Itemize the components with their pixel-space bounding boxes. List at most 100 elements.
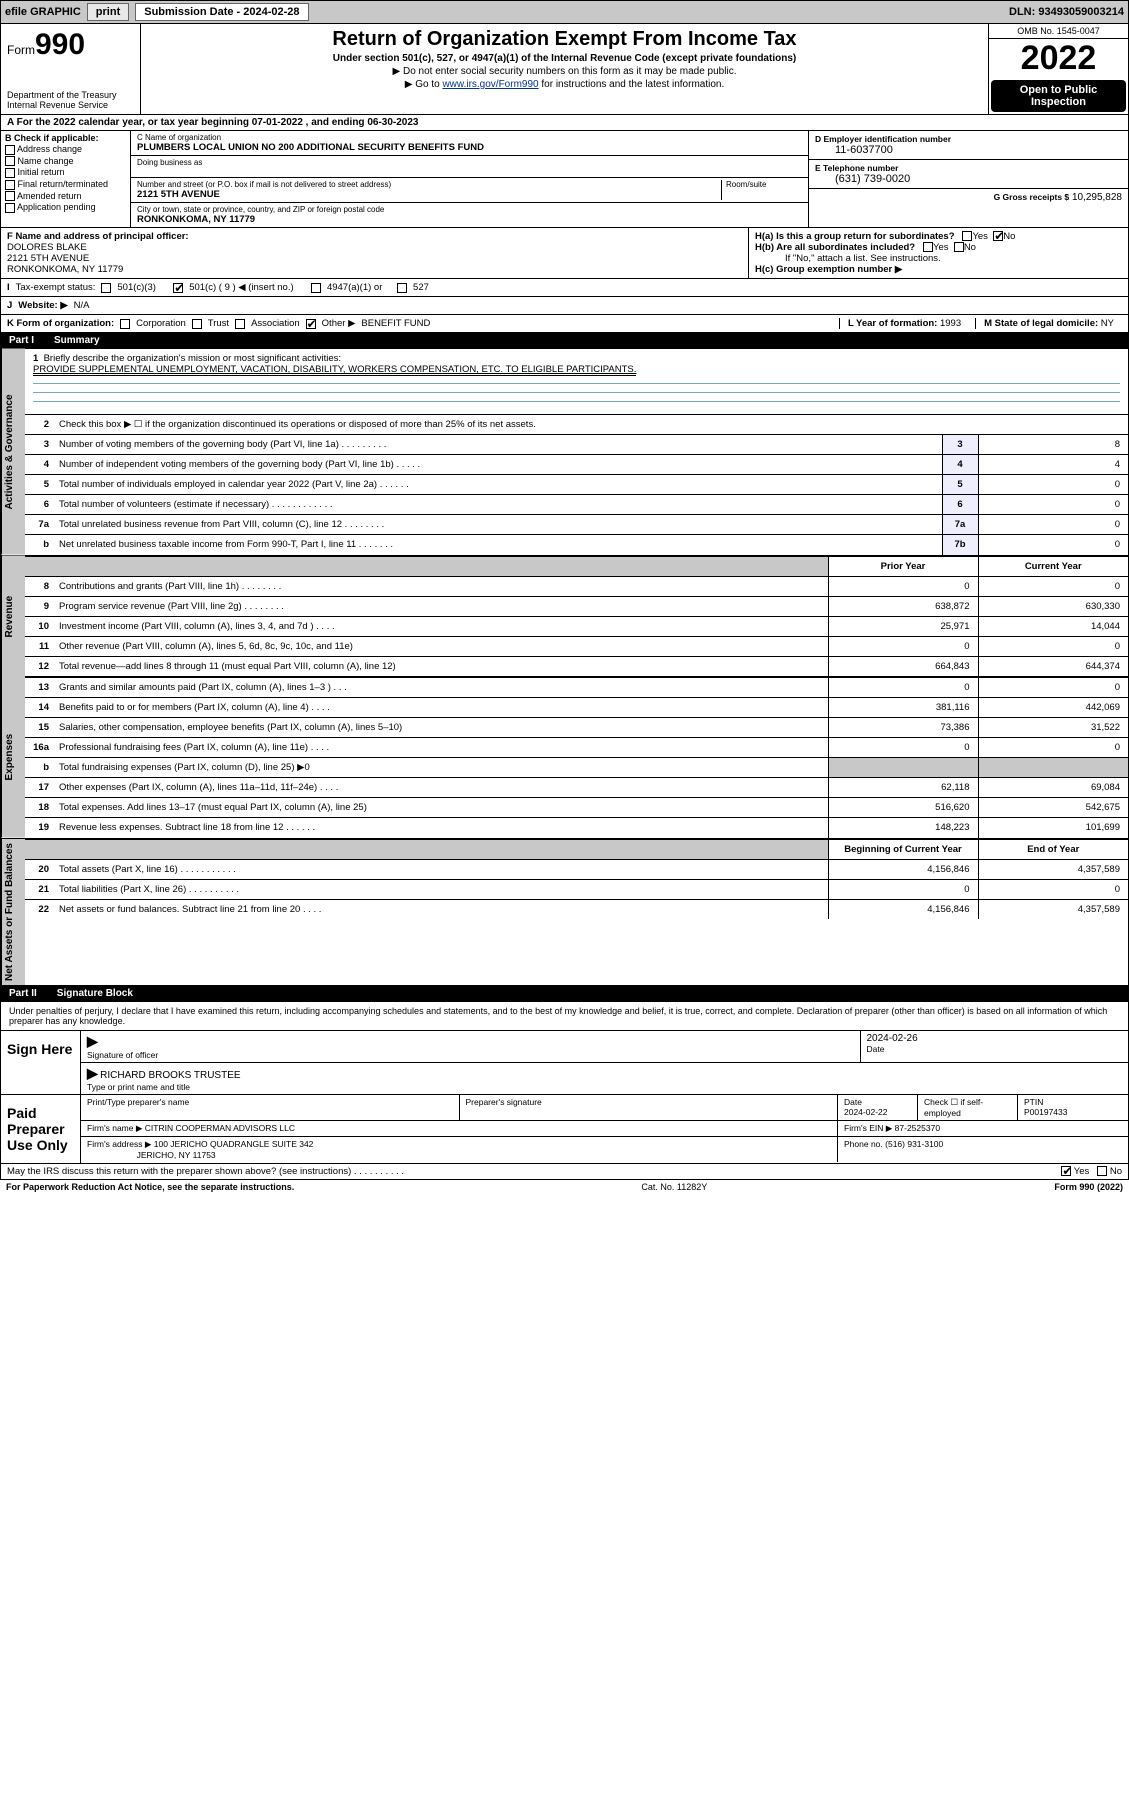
mission-block: 1 Briefly describe the organization's mi… xyxy=(25,349,1128,414)
cb-address-change[interactable]: Address change xyxy=(5,144,126,155)
row-j-website: J Website: ▶ N/A xyxy=(0,297,1129,315)
signature-declaration: Under penalties of perjury, I declare th… xyxy=(0,1002,1129,1031)
cb-final-return[interactable]: Final return/terminated xyxy=(5,179,126,190)
city-label: City or town, state or province, country… xyxy=(137,205,802,214)
irs-link[interactable]: www.irs.gov/Form990 xyxy=(442,79,538,90)
side-label-revenue: Revenue xyxy=(1,556,25,677)
cb-initial-return[interactable]: Initial return xyxy=(5,167,126,178)
table-row: 6Total number of volunteers (estimate if… xyxy=(25,495,1128,515)
cb-amended-return[interactable]: Amended return xyxy=(5,191,126,202)
table-row: 16aProfessional fundraising fees (Part I… xyxy=(25,738,1128,758)
row-fh: F Name and address of principal officer:… xyxy=(0,228,1129,279)
table-row: 12Total revenue—add lines 8 through 11 (… xyxy=(25,656,1128,676)
header-mid: Return of Organization Exempt From Incom… xyxy=(141,24,988,114)
firm-address-2: JERICHO, NY 11753 xyxy=(137,1150,216,1160)
table-row: bTotal fundraising expenses (Part IX, co… xyxy=(25,758,1128,778)
table-row: 5Total number of individuals employed in… xyxy=(25,475,1128,495)
table-row: 15Salaries, other compensation, employee… xyxy=(25,718,1128,738)
ha-no-checkbox[interactable] xyxy=(993,231,1003,241)
website-value: N/A xyxy=(74,300,90,311)
cb-4947[interactable] xyxy=(311,283,321,293)
side-label-net-assets: Net Assets or Fund Balances xyxy=(1,839,25,985)
table-row: 20Total assets (Part X, line 16) . . . .… xyxy=(25,859,1128,879)
discuss-no-checkbox[interactable] xyxy=(1097,1166,1107,1176)
section-activities-governance: Activities & Governance 1 Briefly descri… xyxy=(0,349,1129,556)
table-row: 22Net assets or fund balances. Subtract … xyxy=(25,899,1128,919)
tax-year: 2022 xyxy=(989,39,1128,78)
net-assets-table: Beginning of Current Year End of Year 20… xyxy=(25,839,1128,920)
table-row: 2Check this box ▶ ☐ if the organization … xyxy=(25,415,1128,435)
cb-other-org[interactable] xyxy=(306,319,316,329)
form-version: Form 990 (2022) xyxy=(1054,1182,1123,1192)
col-prior-year: Prior Year xyxy=(828,556,978,576)
print-button[interactable]: print xyxy=(87,3,129,21)
col-end-year: End of Year xyxy=(978,839,1128,859)
room-label: Room/suite xyxy=(726,180,802,189)
form-subtitle-3: ▶ Go to www.irs.gov/Form990 for instruct… xyxy=(149,79,980,90)
sign-here-label: Sign Here xyxy=(1,1031,81,1094)
other-org-value: BENEFIT FUND xyxy=(361,318,430,329)
part-2-header: Part II Signature Block xyxy=(0,986,1129,1002)
block-identity: B Check if applicable: Address change Na… xyxy=(0,131,1129,228)
preparer-date: 2024-02-22 xyxy=(844,1107,887,1117)
cb-name-change[interactable]: Name change xyxy=(5,156,126,167)
street-label: Number and street (or P.O. box if mail i… xyxy=(137,180,717,189)
org-name: PLUMBERS LOCAL UNION NO 200 ADDITIONAL S… xyxy=(137,142,802,153)
ein-label: D Employer identification number xyxy=(815,134,1122,144)
part-1-header: Part I Summary xyxy=(0,333,1129,349)
governance-table: 2Check this box ▶ ☐ if the organization … xyxy=(25,414,1128,555)
principal-officer: F Name and address of principal officer:… xyxy=(1,228,748,278)
row-a-tax-year: A For the 2022 calendar year, or tax yea… xyxy=(0,115,1129,131)
table-row: 19Revenue less expenses. Subtract line 1… xyxy=(25,818,1128,838)
mission-text: PROVIDE SUPPLEMENTAL UNEMPLOYMENT, VACAT… xyxy=(33,364,636,376)
table-row: 4Number of independent voting members of… xyxy=(25,455,1128,475)
expenses-table: 13Grants and similar amounts paid (Part … xyxy=(25,677,1128,838)
omb-number: OMB No. 1545-0047 xyxy=(989,24,1128,39)
org-name-label: C Name of organization xyxy=(137,133,802,142)
cb-application-pending[interactable]: Application pending xyxy=(5,202,126,213)
cb-501c3[interactable] xyxy=(101,283,111,293)
header-right: OMB No. 1545-0047 2022 Open to Public In… xyxy=(988,24,1128,114)
discuss-yes-checkbox[interactable] xyxy=(1061,1166,1071,1176)
table-row: 14Benefits paid to or for members (Part … xyxy=(25,698,1128,718)
officer-signature-label: Signature of officer xyxy=(87,1050,158,1060)
side-label-expenses: Expenses xyxy=(1,677,25,838)
col-c-org-info: C Name of organization PLUMBERS LOCAL UN… xyxy=(131,131,808,227)
table-row: bNet unrelated business taxable income f… xyxy=(25,535,1128,555)
col-de-numbers: D Employer identification number 11-6037… xyxy=(808,131,1128,227)
col-beginning-year: Beginning of Current Year xyxy=(828,839,978,859)
table-row: 17Other expenses (Part IX, column (A), l… xyxy=(25,778,1128,798)
cb-501c[interactable] xyxy=(173,283,183,293)
paperwork-notice: For Paperwork Reduction Act Notice, see … xyxy=(6,1182,294,1192)
phone-value: (631) 739-0020 xyxy=(815,173,1122,185)
firm-address-1: 100 JERICHO QUADRANGLE SUITE 342 xyxy=(154,1139,314,1149)
firm-ein: 87-2525370 xyxy=(895,1123,940,1133)
group-return-block: H(a) Is this a group return for subordin… xyxy=(748,228,1128,278)
firm-name: CITRIN COOPERMAN ADVISORS LLC xyxy=(145,1123,295,1133)
section-expenses: Expenses 13Grants and similar amounts pa… xyxy=(0,677,1129,839)
cb-527[interactable] xyxy=(397,283,407,293)
table-row: 10Investment income (Part VIII, column (… xyxy=(25,616,1128,636)
dept-treasury: Department of the Treasury xyxy=(7,90,134,100)
phone-label: E Telephone number xyxy=(815,163,1122,173)
ein-value: 11-6037700 xyxy=(815,144,1122,156)
ptin-value: P00197433 xyxy=(1024,1107,1068,1117)
table-row: 11Other revenue (Part VIII, column (A), … xyxy=(25,636,1128,656)
col-b-checkboxes: B Check if applicable: Address change Na… xyxy=(1,131,131,227)
cat-number: Cat. No. 11282Y xyxy=(641,1182,707,1192)
side-label-governance: Activities & Governance xyxy=(1,349,25,555)
irs-label: Internal Revenue Service xyxy=(7,100,134,110)
header-left: Form990 Department of the Treasury Inter… xyxy=(1,24,141,114)
page-footer: For Paperwork Reduction Act Notice, see … xyxy=(0,1180,1129,1194)
discuss-row: May the IRS discuss this return with the… xyxy=(0,1164,1129,1180)
form-number: Form990 xyxy=(7,28,134,62)
row-k-form-of-org: K Form of organization: Corporation Trus… xyxy=(0,315,1129,333)
table-row: 8Contributions and grants (Part VIII, li… xyxy=(25,576,1128,596)
self-employed-check[interactable]: Check ☐ if self-employed xyxy=(918,1095,1018,1120)
revenue-table: Prior Year Current Year 8Contributions a… xyxy=(25,556,1128,677)
sign-here-block: Sign Here ▶ Signature of officer 2024-02… xyxy=(0,1031,1129,1095)
table-row: 3Number of voting members of the governi… xyxy=(25,435,1128,455)
section-net-assets: Net Assets or Fund Balances Beginning of… xyxy=(0,839,1129,986)
city-value: RONKONKOMA, NY 11779 xyxy=(137,214,802,225)
dln-label: DLN: 93493059003214 xyxy=(1009,6,1124,18)
